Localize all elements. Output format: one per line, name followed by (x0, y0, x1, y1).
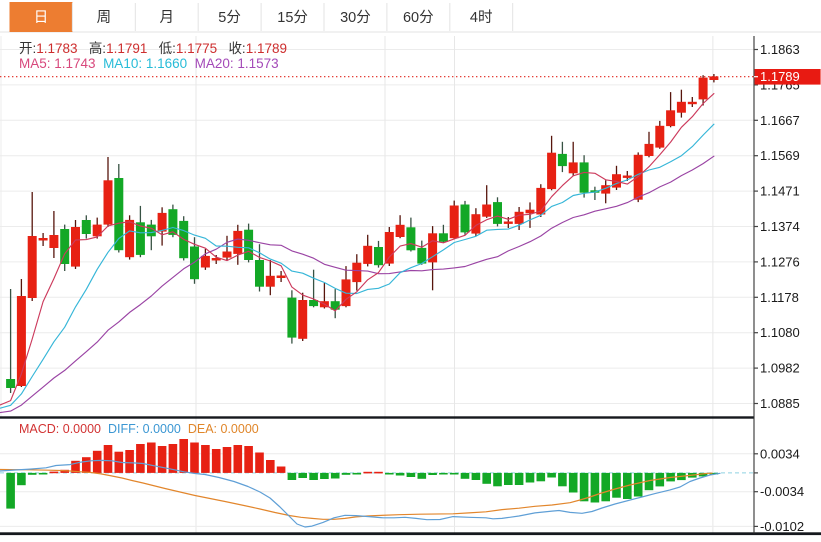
svg-text:1.0982: 1.0982 (760, 361, 800, 376)
svg-text:开:1.1783 高:1.1791 低:1.1775: 开:1.1783 高:1.1791 低:1.1775 收:1.1789 (19, 40, 287, 56)
svg-text:周: 周 (97, 10, 112, 26)
svg-text:15分: 15分 (277, 9, 308, 26)
svg-text:MACD: 0.0000 DIFF: 0.0000 DE: MACD: 0.0000 DIFF: 0.0000 DEA: 0.0000 (19, 422, 259, 436)
svg-text:-0.0102: -0.0102 (760, 519, 804, 534)
svg-text:5分: 5分 (218, 9, 241, 26)
svg-text:4时: 4时 (470, 9, 493, 26)
svg-text:-0.0034: -0.0034 (760, 484, 804, 499)
svg-text:1.1569: 1.1569 (760, 148, 800, 163)
svg-text:1.1863: 1.1863 (760, 42, 800, 57)
svg-text:1.1178: 1.1178 (760, 290, 799, 305)
svg-text:1.1374: 1.1374 (760, 219, 800, 234)
svg-text:月: 月 (160, 10, 175, 26)
svg-text:1.1276: 1.1276 (760, 254, 800, 269)
svg-text:30分: 30分 (340, 9, 371, 26)
svg-text:MA5: 1.1743 MA10: 1.1660 MA2: MA5: 1.1743 MA10: 1.1660 MA20: 1.1573 (19, 56, 279, 71)
svg-text:1.1080: 1.1080 (760, 325, 800, 340)
svg-text:0.0034: 0.0034 (760, 446, 800, 461)
svg-text:日: 日 (34, 10, 49, 26)
svg-text:1.1667: 1.1667 (760, 113, 800, 128)
svg-text:1.1471: 1.1471 (760, 184, 800, 199)
svg-text:60分: 60分 (403, 9, 434, 26)
svg-text:1.1789: 1.1789 (760, 69, 800, 84)
svg-text:1.0885: 1.0885 (760, 396, 800, 411)
